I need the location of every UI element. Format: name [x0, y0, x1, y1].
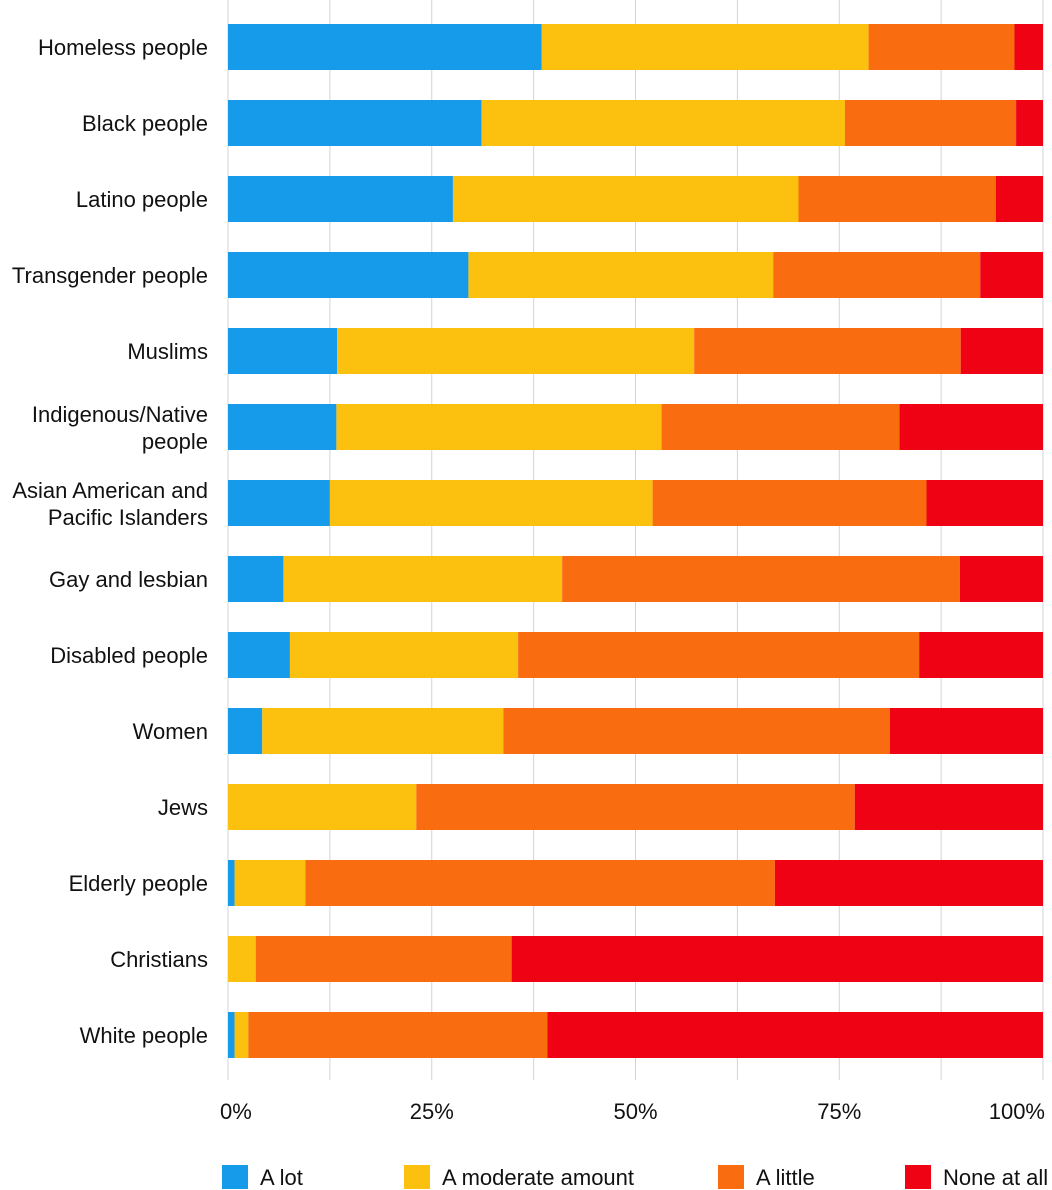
bar-segment [995, 176, 1043, 222]
bar-segment [228, 708, 263, 754]
bar-segment [228, 404, 337, 450]
category-label: Asian American and Pacific Islanders [12, 478, 208, 530]
bar-segment [228, 860, 235, 906]
bar-segment [481, 100, 845, 146]
bar-segment [694, 328, 961, 374]
x-tick-label: 75% [817, 1099, 861, 1124]
bar-segment [255, 936, 512, 982]
bar-segment [248, 1012, 548, 1058]
bar-segment [329, 480, 653, 526]
bar-segment [503, 708, 890, 754]
category-label: Christians [110, 947, 208, 972]
bar-segment [228, 1012, 235, 1058]
bar-segment [228, 252, 469, 298]
gridlines [227, 0, 1044, 1080]
bar-segment [774, 860, 1043, 906]
bar-segment [228, 936, 256, 982]
bar-segment [798, 176, 996, 222]
bar-segment [899, 404, 1043, 450]
bar-segment [562, 556, 960, 602]
bar-segment [844, 100, 1017, 146]
legend-label: A moderate amount [442, 1165, 634, 1190]
legend-swatch [404, 1165, 430, 1189]
legend-swatch [905, 1165, 931, 1189]
legend-label: A little [756, 1165, 815, 1190]
bar-segment [262, 708, 504, 754]
bar-segment [228, 24, 542, 70]
category-label: Women [133, 719, 208, 744]
legend-item: None at all [905, 1165, 1048, 1190]
bar-segment [854, 784, 1043, 830]
x-tick-label: 50% [613, 1099, 657, 1124]
category-label: Indigenous/Native people [32, 402, 208, 454]
bar-segment [773, 252, 981, 298]
bars [228, 24, 1043, 1058]
legend-item: A lot [222, 1165, 303, 1190]
bar-segment [228, 176, 453, 222]
bar-segment [283, 556, 563, 602]
bar-segment [336, 404, 662, 450]
bar-segment [305, 860, 775, 906]
bar-segment [228, 480, 330, 526]
legend-label: None at all [943, 1165, 1048, 1190]
legend: A lot A moderate amount A little None at al… [222, 1165, 1048, 1190]
legend-swatch [718, 1165, 744, 1189]
category-label: Disabled people [50, 643, 208, 668]
category-label: Black people [82, 111, 208, 136]
category-label: White people [80, 1023, 208, 1048]
bar-segment [228, 784, 417, 830]
x-tick-label: 100% [989, 1099, 1045, 1124]
x-tick-label: 0% [220, 1099, 252, 1124]
bar-segment [1014, 24, 1043, 70]
legend-swatch [222, 1165, 248, 1189]
bar-segment [959, 556, 1043, 602]
legend-item: A moderate amount [404, 1165, 634, 1190]
bar-segment [416, 784, 855, 830]
category-label: Elderly people [69, 871, 208, 896]
bar-segment [289, 632, 519, 678]
bar-segment [337, 328, 695, 374]
bar-segment [518, 632, 920, 678]
bar-segment [468, 252, 774, 298]
bar-segment [547, 1012, 1043, 1058]
legend-item: A little [718, 1165, 815, 1190]
bar-segment [228, 328, 338, 374]
bar-segment [980, 252, 1043, 298]
category-label: Transgender people [12, 263, 208, 288]
category-labels: Homeless people Black people Latino people… [12, 35, 208, 1048]
bar-segment [1016, 100, 1043, 146]
bar-segment [228, 632, 290, 678]
legend-label: A lot [260, 1165, 303, 1190]
bar-segment [652, 480, 927, 526]
x-axis-tick-labels: 0% 25% 50% 75% 100% [220, 1099, 1045, 1124]
bar-segment [661, 404, 900, 450]
bar-segment [960, 328, 1043, 374]
bar-segment [926, 480, 1043, 526]
category-label: Gay and lesbian [49, 567, 208, 592]
category-label: Latino people [76, 187, 208, 212]
bar-segment [234, 860, 306, 906]
bar-segment [511, 936, 1043, 982]
category-label: Homeless people [38, 35, 208, 60]
bar-segment [889, 708, 1043, 754]
category-label: Muslims [127, 339, 208, 364]
bar-segment [228, 100, 482, 146]
bar-segment [541, 24, 869, 70]
bar-segment [868, 24, 1015, 70]
category-label: Jews [158, 795, 208, 820]
bar-segment [234, 1012, 249, 1058]
x-tick-label: 25% [410, 1099, 454, 1124]
bar-segment [919, 632, 1043, 678]
bar-segment [228, 556, 284, 602]
bar-segment [452, 176, 799, 222]
